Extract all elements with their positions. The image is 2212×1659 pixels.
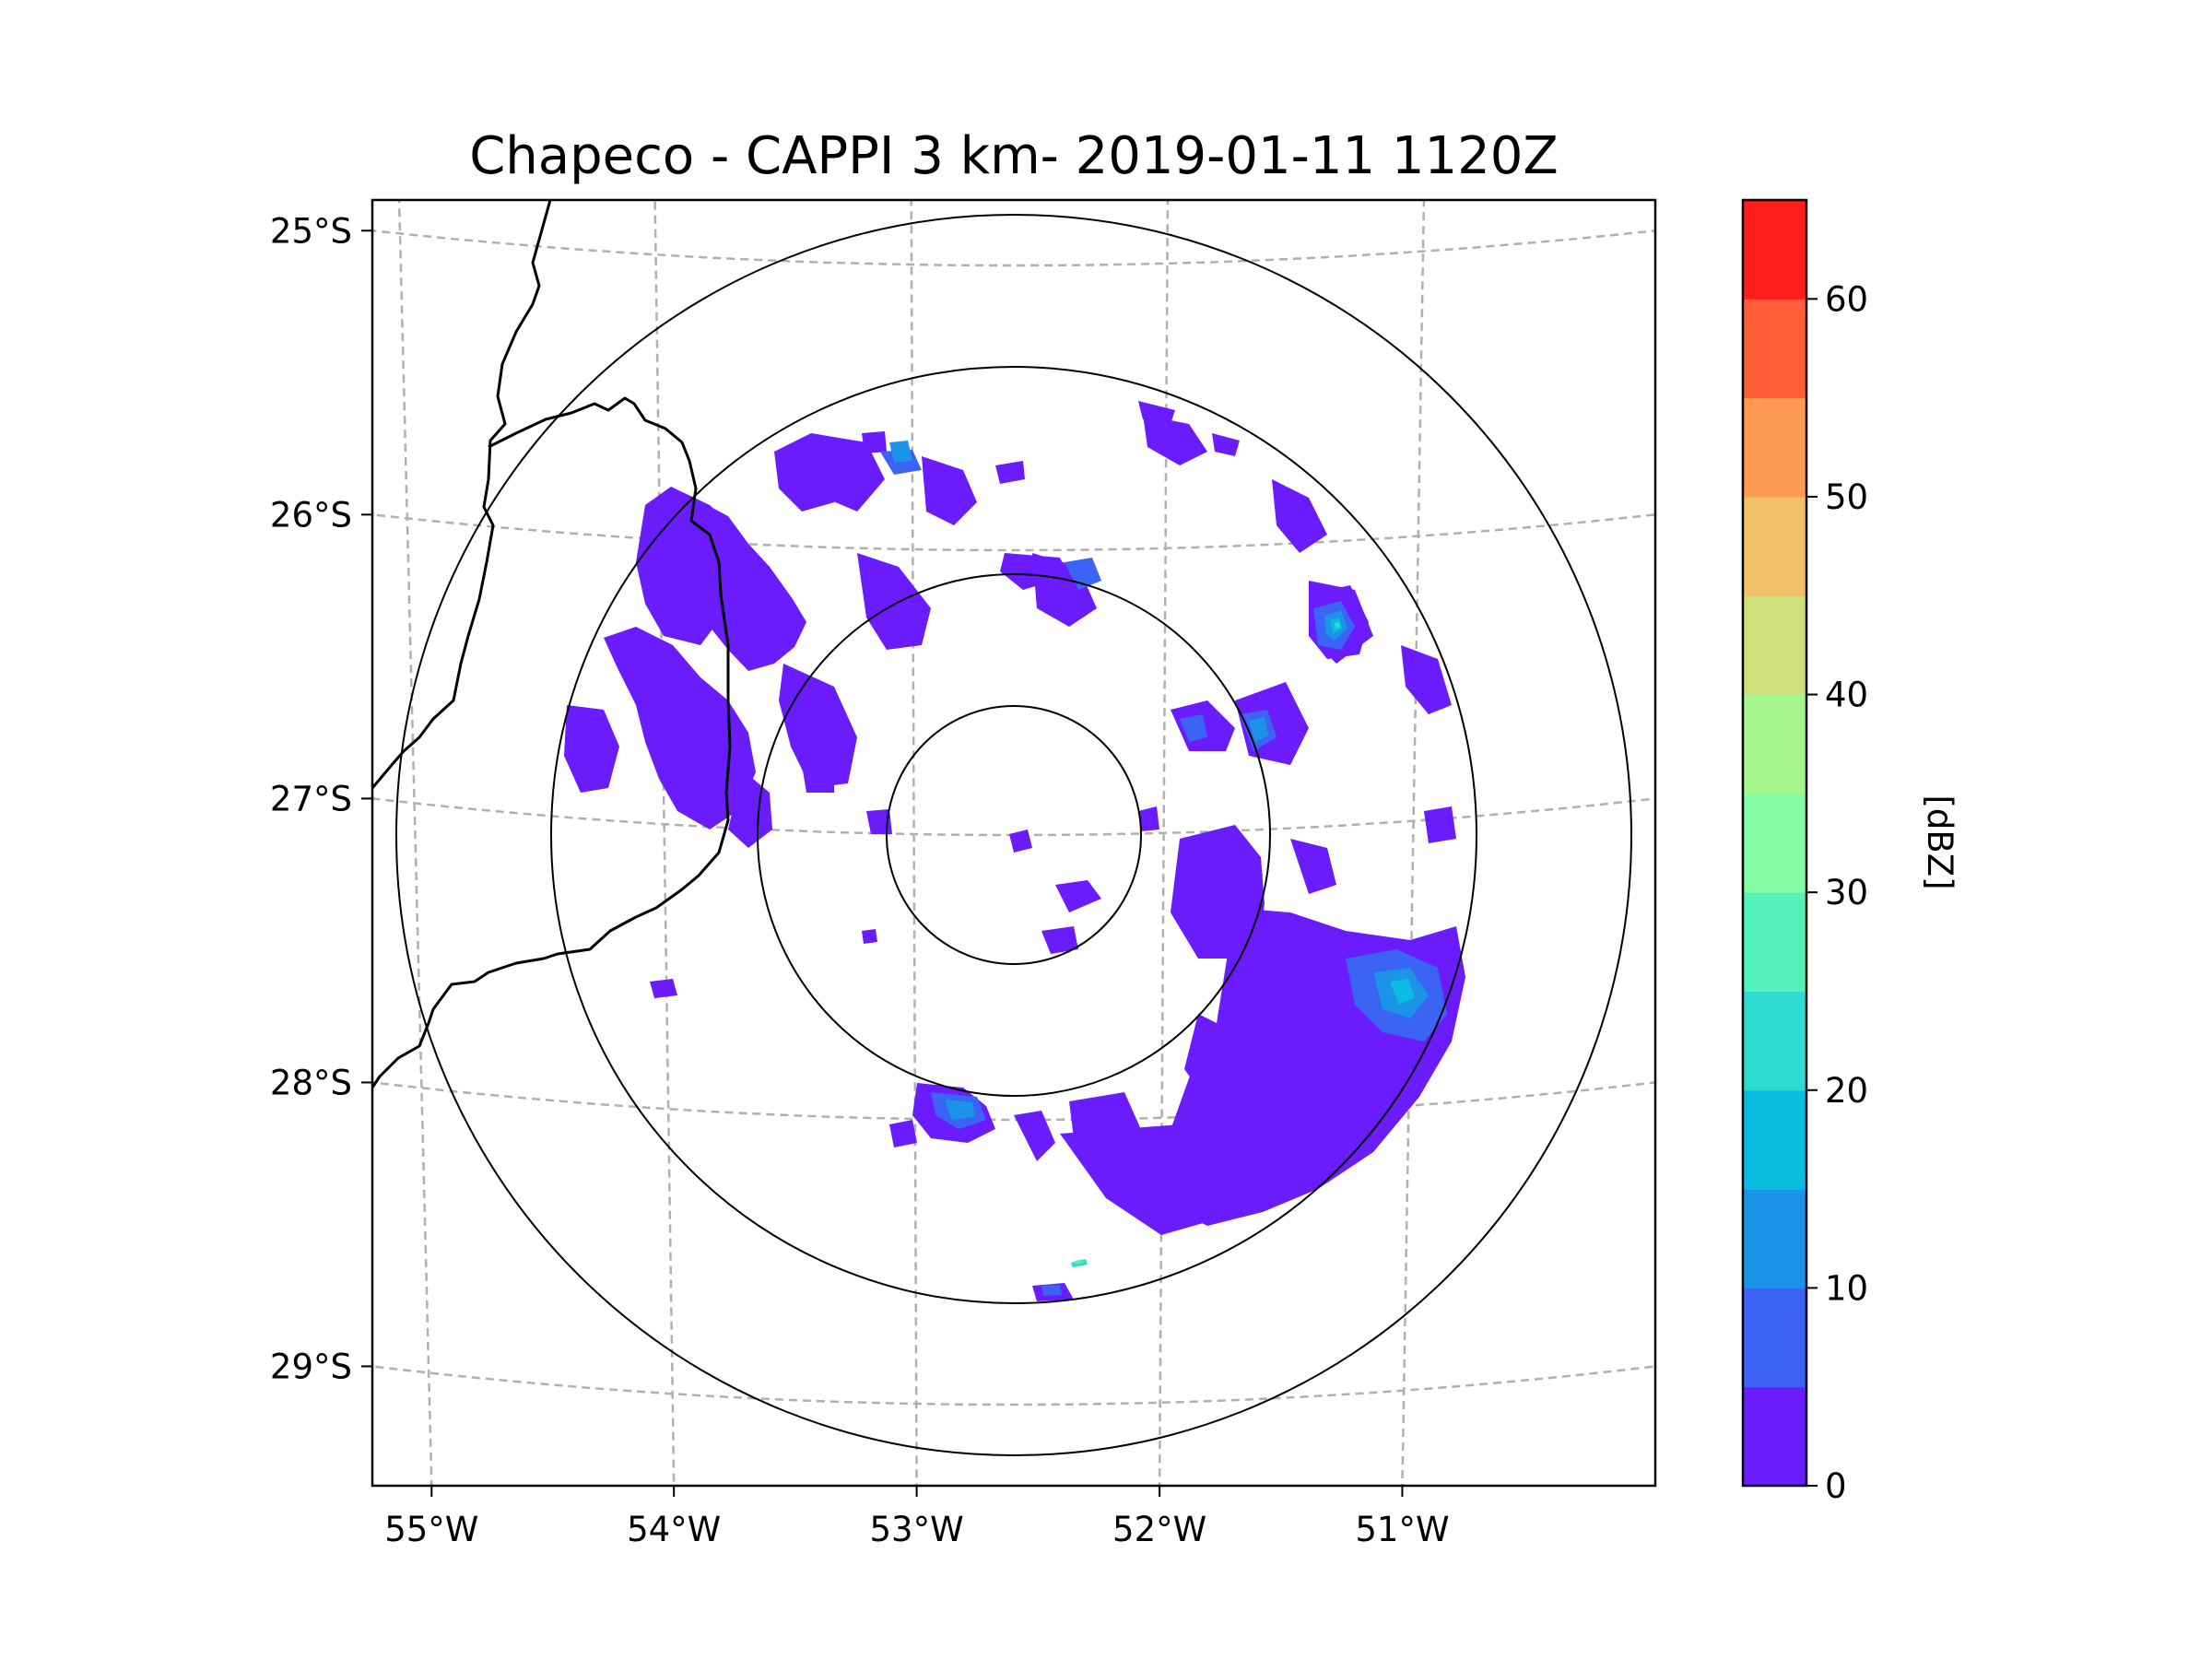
x-tick-label: 55°W bbox=[384, 1510, 478, 1549]
parallel-gridline bbox=[372, 229, 1655, 267]
meridian-gridline bbox=[653, 200, 676, 1486]
y-tick-label: 25°S bbox=[270, 211, 352, 251]
echo-region bbox=[1390, 979, 1415, 1005]
x-tick-label: 51°W bbox=[1355, 1510, 1449, 1549]
echo-region bbox=[862, 431, 887, 453]
meridian-gridline bbox=[910, 200, 918, 1486]
colorbar-tick-label: 30 bbox=[1825, 873, 1868, 912]
border-line bbox=[372, 396, 732, 1088]
axis-ticks: 55°W 54°W 53°W 52°W 51°W 25°S 26°S 27°S 28°S 29°S bbox=[270, 211, 1450, 1549]
colorbar-tick-label: 40 bbox=[1825, 676, 1868, 715]
range-ring bbox=[886, 705, 1142, 965]
colorbar-cell bbox=[1743, 1189, 1806, 1288]
colorbar: 0 10 20 30 40 50 60 [dBZ] bbox=[1741, 198, 1959, 1506]
y-tick-label: 27°S bbox=[270, 779, 352, 818]
colorbar-cell bbox=[1743, 397, 1806, 498]
echo-region bbox=[802, 765, 834, 793]
echo-region bbox=[1401, 645, 1452, 714]
echo-region bbox=[650, 979, 677, 998]
colorbar-cells bbox=[1743, 200, 1806, 1487]
echo-region bbox=[1290, 839, 1336, 894]
range-rings bbox=[395, 214, 1632, 1456]
meridian-gridline bbox=[1158, 200, 1170, 1486]
echo-region bbox=[995, 461, 1025, 484]
colorbar-cell bbox=[1743, 200, 1806, 300]
colorbar-cell bbox=[1743, 991, 1806, 1091]
parallel-gridline bbox=[372, 797, 1655, 837]
echo-region bbox=[1060, 1124, 1226, 1235]
echo-region bbox=[1272, 479, 1327, 553]
colorbar-cell bbox=[1743, 694, 1806, 794]
echo-region bbox=[1424, 806, 1456, 843]
range-ring bbox=[395, 214, 1632, 1456]
colorbar-tick-label: 60 bbox=[1825, 279, 1868, 319]
parallel-gridline bbox=[372, 513, 1655, 552]
echo-region bbox=[1055, 880, 1101, 912]
echo-region bbox=[1041, 926, 1078, 954]
colorbar-cell bbox=[1743, 496, 1806, 596]
colorbar-cell bbox=[1743, 1386, 1806, 1487]
y-tick-label: 26°S bbox=[270, 495, 352, 535]
colorbar-cell bbox=[1743, 1089, 1806, 1190]
echo-region bbox=[1138, 806, 1159, 831]
colorbar-ticks: 0 10 20 30 40 50 60 bbox=[1806, 279, 1868, 1506]
echo-region bbox=[564, 705, 619, 793]
x-tick-label: 52°W bbox=[1112, 1510, 1206, 1549]
echo-region bbox=[659, 498, 806, 671]
y-tick-label: 29°S bbox=[270, 1347, 352, 1386]
chart-title: Chapeco - CAPPI 3 km- 2019-01-11 1120Z bbox=[469, 126, 1559, 186]
echo-region bbox=[862, 929, 877, 944]
echo-region bbox=[1009, 830, 1032, 853]
echo-region bbox=[1014, 1111, 1055, 1161]
echo-region bbox=[1335, 622, 1340, 629]
colorbar-label: [dBZ] bbox=[1920, 794, 1959, 889]
colorbar-cell bbox=[1743, 892, 1806, 993]
echo-region bbox=[1249, 717, 1268, 742]
echo-region bbox=[945, 1100, 975, 1120]
echo-region bbox=[1143, 415, 1207, 465]
range-ring bbox=[550, 366, 1477, 1304]
echo-region bbox=[922, 456, 977, 525]
echo-region bbox=[1212, 433, 1240, 456]
echo-region bbox=[866, 809, 892, 834]
x-tick-label: 54°W bbox=[627, 1510, 721, 1549]
colorbar-tick-label: 20 bbox=[1825, 1071, 1868, 1111]
echo-region bbox=[1138, 401, 1175, 424]
meridian-gridline bbox=[1401, 200, 1426, 1486]
map-panel bbox=[371, 198, 1657, 1488]
echo-region bbox=[1075, 1259, 1084, 1265]
colorbar-cell bbox=[1743, 299, 1806, 399]
echo-region bbox=[889, 1120, 917, 1147]
map-frame bbox=[371, 198, 1657, 1488]
border-line bbox=[372, 200, 552, 789]
echo-region bbox=[1065, 558, 1101, 590]
parallel-gridline bbox=[372, 1365, 1655, 1406]
borders bbox=[372, 200, 732, 1088]
colorbar-frame bbox=[1741, 198, 1808, 1488]
echo-region bbox=[1180, 714, 1207, 742]
colorbar-tick-label: 10 bbox=[1825, 1268, 1868, 1308]
echo-region bbox=[1041, 1285, 1062, 1296]
range-ring bbox=[757, 573, 1271, 1097]
colorbar-cell bbox=[1743, 595, 1806, 696]
echo-region bbox=[857, 553, 931, 650]
colorbar-cell bbox=[1743, 1288, 1806, 1388]
meridian-gridline bbox=[397, 200, 433, 1486]
x-tick-label: 53°W bbox=[869, 1510, 963, 1549]
colorbar-tick-label: 0 bbox=[1825, 1466, 1847, 1506]
echo-region bbox=[1000, 553, 1069, 590]
echo-region bbox=[604, 627, 756, 830]
echo-region bbox=[889, 441, 912, 463]
colorbar-cell bbox=[1743, 793, 1806, 893]
reflectivity-echoes bbox=[564, 401, 1465, 1301]
y-tick-label: 28°S bbox=[270, 1063, 352, 1102]
colorbar-tick-label: 50 bbox=[1825, 477, 1868, 517]
echo-region bbox=[1184, 1014, 1240, 1101]
